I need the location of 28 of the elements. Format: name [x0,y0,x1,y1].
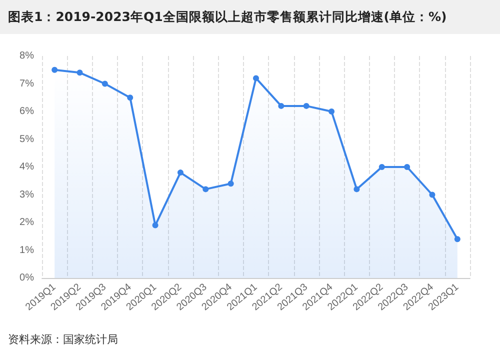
y-tick-label: 4% [20,162,34,172]
point [454,236,460,242]
point [152,222,158,228]
y-tick-label: 8% [20,50,34,62]
y-tick-label: 5% [20,134,34,145]
point [52,66,58,73]
point [303,102,310,109]
point [228,180,234,187]
point [429,192,436,198]
y-tick-label: 7% [20,78,34,90]
y-tick-label: 0% [20,272,34,284]
point [278,102,284,109]
chart-title: 图表1：2019-2023年Q1全国限额以上超市零售额累计同比增速(单位：%) [0,0,500,34]
point [127,94,134,101]
point [354,186,360,192]
point [328,108,335,114]
point [378,164,385,170]
point [202,186,209,192]
point [253,75,259,82]
point [404,164,410,170]
text: 资料来源：国家统计局 [8,332,118,347]
y-tick-label: 2% [20,217,34,228]
y-tick-label: 6% [20,106,34,117]
point [177,170,184,176]
y-tick-label: 1% [20,244,34,256]
point [76,70,83,76]
point [102,80,108,87]
y-tick-label: 3% [20,189,34,200]
